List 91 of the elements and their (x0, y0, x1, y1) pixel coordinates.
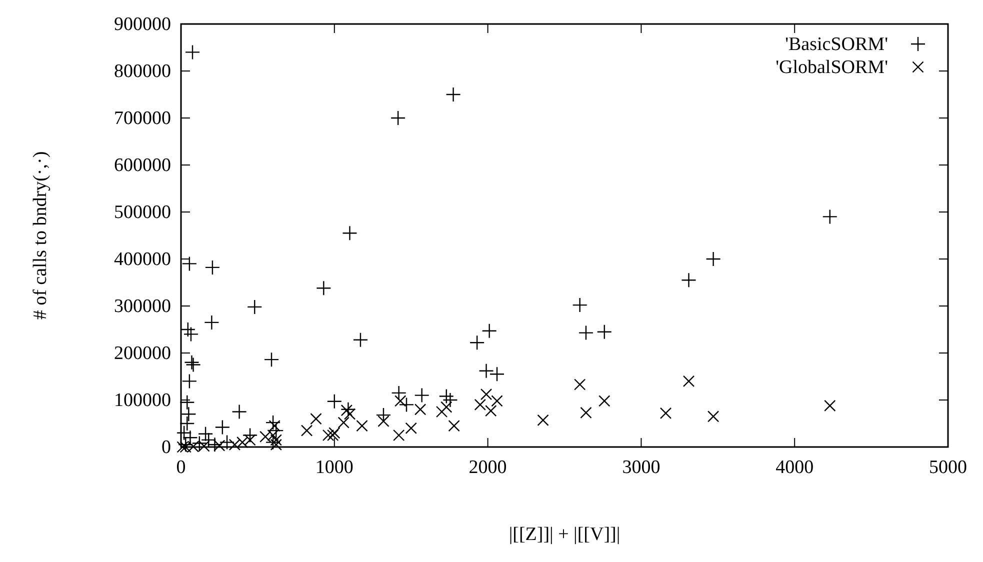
y-tick-label: 100000 (114, 390, 171, 411)
legend-label: 'BasicSORM' (785, 34, 888, 55)
point (356, 420, 368, 432)
point (537, 414, 549, 426)
point (436, 406, 448, 418)
point (180, 322, 196, 338)
point (824, 400, 836, 412)
legend-label: 'GlobalSORM' (776, 57, 888, 78)
point (198, 426, 214, 442)
x-tick-label: 5000 (929, 457, 967, 478)
point (398, 397, 414, 412)
point (707, 410, 720, 422)
point (480, 388, 492, 400)
x-tick-label: 4000 (776, 457, 814, 478)
point (474, 398, 486, 411)
y-axis-title: # of calls to bndry(·,·) (30, 151, 51, 320)
point (270, 438, 282, 450)
point (219, 434, 235, 450)
point (214, 440, 226, 452)
point (596, 324, 612, 340)
point (414, 388, 430, 403)
point (682, 375, 695, 388)
point (405, 422, 417, 434)
point (183, 326, 199, 342)
y-tick-label: 200000 (114, 343, 171, 364)
point (180, 394, 195, 410)
point (184, 44, 200, 60)
point (489, 366, 505, 382)
point (242, 428, 258, 443)
point (598, 395, 610, 407)
point (681, 272, 696, 288)
point (446, 86, 461, 102)
point (660, 407, 672, 420)
point (316, 280, 332, 296)
point (482, 323, 497, 339)
point (574, 378, 586, 390)
point (300, 424, 313, 436)
point (580, 406, 592, 419)
point (352, 332, 368, 348)
point (326, 394, 342, 410)
point (342, 226, 358, 241)
point (469, 335, 485, 350)
point (182, 374, 198, 389)
point (448, 420, 460, 432)
point (392, 429, 405, 442)
x-tick-label: 1000 (315, 457, 354, 478)
point (344, 408, 356, 420)
point (340, 404, 353, 416)
point (478, 363, 494, 378)
point (270, 434, 282, 446)
point (390, 110, 406, 126)
x-axis-title: |[[Z]]| + |[[V]]| (508, 524, 620, 545)
y-tick-label: 800000 (114, 61, 171, 82)
point (578, 325, 594, 340)
point (247, 299, 262, 315)
point (236, 436, 248, 448)
point (204, 314, 220, 330)
point (322, 429, 334, 442)
y-tick-label: 700000 (114, 108, 171, 129)
point (264, 352, 280, 368)
y-tick-label: 600000 (114, 155, 171, 176)
point (376, 407, 392, 423)
y-tick-label: 0 (162, 437, 171, 458)
point (394, 395, 406, 407)
point (391, 385, 406, 401)
point (491, 395, 503, 407)
x-tick-label: 3000 (622, 457, 660, 478)
point (414, 404, 426, 416)
point (204, 260, 220, 276)
point (228, 438, 241, 450)
point (572, 297, 588, 313)
point (182, 256, 198, 272)
y-tick-label: 300000 (114, 296, 171, 317)
y-tick-label: 400000 (114, 249, 171, 270)
y-tick-label: 500000 (114, 202, 171, 223)
point (328, 427, 340, 439)
point (232, 404, 247, 420)
point (181, 406, 196, 422)
point (180, 416, 195, 432)
x-tick-label: 0 (176, 457, 186, 478)
point (706, 251, 721, 267)
point (310, 412, 322, 425)
point (327, 429, 339, 442)
point (214, 420, 230, 435)
point (822, 209, 838, 224)
x-tick-label: 2000 (468, 457, 507, 478)
y-tick-label: 900000 (114, 14, 171, 35)
point (438, 388, 454, 404)
point (485, 404, 497, 417)
point (268, 420, 280, 432)
point (265, 434, 281, 450)
